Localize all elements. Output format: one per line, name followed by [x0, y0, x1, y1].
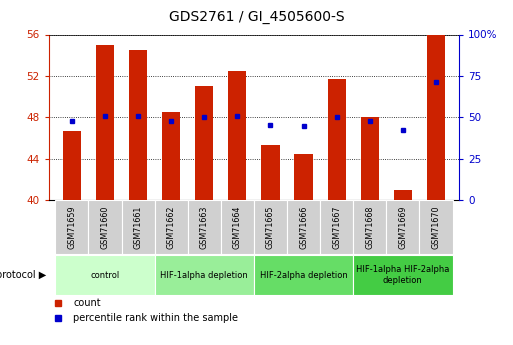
Bar [96, 45, 114, 200]
Text: GSM71661: GSM71661 [133, 205, 143, 248]
Text: GSM71659: GSM71659 [67, 205, 76, 249]
Bar [386, 200, 420, 254]
Text: GSM71660: GSM71660 [101, 205, 109, 248]
Bar [55, 255, 154, 295]
Text: HIF-2alpha depletion: HIF-2alpha depletion [260, 270, 347, 280]
Bar [154, 255, 254, 295]
Bar [195, 86, 213, 200]
Bar [154, 200, 188, 254]
Bar [254, 255, 353, 295]
Bar [129, 50, 147, 200]
Bar [188, 200, 221, 254]
Bar [294, 154, 313, 200]
Text: GSM71667: GSM71667 [332, 205, 341, 249]
Bar [162, 112, 180, 200]
Bar [254, 200, 287, 254]
Bar [63, 131, 81, 200]
Text: control: control [90, 270, 120, 280]
Text: GSM71669: GSM71669 [399, 205, 407, 249]
Text: GSM71666: GSM71666 [299, 205, 308, 248]
Text: GSM71664: GSM71664 [233, 205, 242, 248]
Bar [427, 34, 445, 200]
Bar [122, 200, 154, 254]
Text: GSM71668: GSM71668 [365, 205, 374, 248]
Bar [328, 79, 346, 200]
Text: GSM71663: GSM71663 [200, 205, 209, 248]
Bar [394, 190, 412, 200]
Bar [228, 71, 246, 200]
Bar [55, 200, 88, 254]
Text: GSM71670: GSM71670 [431, 205, 441, 249]
Text: GDS2761 / GI_4505600-S: GDS2761 / GI_4505600-S [169, 10, 344, 24]
Text: protocol ▶: protocol ▶ [0, 270, 46, 280]
Bar [88, 200, 122, 254]
Text: GSM71662: GSM71662 [167, 205, 175, 249]
Bar [361, 117, 379, 200]
Bar [221, 200, 254, 254]
Text: count: count [73, 298, 101, 308]
Bar [287, 200, 320, 254]
Bar [353, 200, 386, 254]
Text: GSM71665: GSM71665 [266, 205, 275, 249]
Bar [353, 255, 452, 295]
Text: HIF-1alpha HIF-2alpha
depletion: HIF-1alpha HIF-2alpha depletion [356, 265, 449, 285]
Bar [420, 200, 452, 254]
Bar [320, 200, 353, 254]
Text: HIF-1alpha depletion: HIF-1alpha depletion [161, 270, 248, 280]
Text: percentile rank within the sample: percentile rank within the sample [73, 313, 239, 323]
Bar [262, 145, 280, 200]
